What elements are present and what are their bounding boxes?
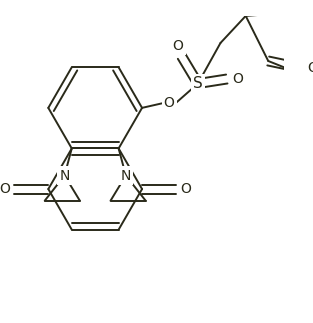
Text: O: O	[232, 72, 243, 86]
Text: O: O	[173, 39, 183, 53]
Text: O: O	[0, 182, 11, 196]
Text: N: N	[121, 169, 131, 182]
Text: O: O	[164, 96, 175, 110]
Text: O: O	[307, 61, 313, 75]
Text: O: O	[180, 182, 191, 196]
Text: N: N	[59, 169, 70, 182]
Text: S: S	[193, 76, 203, 91]
